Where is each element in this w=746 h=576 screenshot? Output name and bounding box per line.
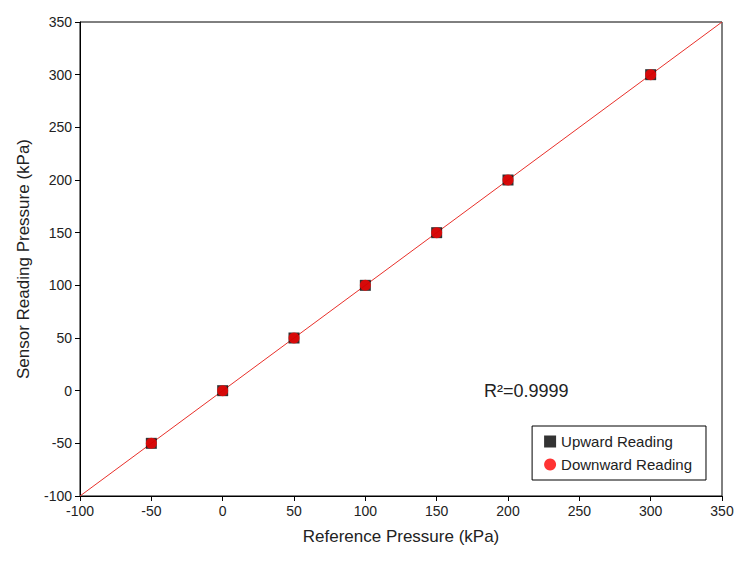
svg-text:300: 300 xyxy=(49,67,73,83)
svg-text:200: 200 xyxy=(49,172,73,188)
svg-text:250: 250 xyxy=(568,503,592,519)
svg-text:150: 150 xyxy=(425,503,449,519)
svg-text:100: 100 xyxy=(49,277,73,293)
svg-text:150: 150 xyxy=(49,225,73,241)
svg-text:200: 200 xyxy=(496,503,520,519)
svg-text:Downward Reading: Downward Reading xyxy=(561,456,692,473)
svg-text:Upward Reading: Upward Reading xyxy=(561,433,673,450)
svg-text:Sensor Reading Pressure (kPa): Sensor Reading Pressure (kPa) xyxy=(14,139,33,379)
svg-text:-50: -50 xyxy=(52,435,72,451)
svg-text:300: 300 xyxy=(639,503,663,519)
svg-text:100: 100 xyxy=(354,503,378,519)
svg-text:50: 50 xyxy=(286,503,302,519)
svg-text:0: 0 xyxy=(219,503,227,519)
svg-text:R²=0.9999: R²=0.9999 xyxy=(484,381,569,401)
svg-text:Reference Pressure (kPa): Reference Pressure (kPa) xyxy=(303,527,500,546)
svg-text:-100: -100 xyxy=(44,488,72,504)
svg-text:-50: -50 xyxy=(141,503,161,519)
svg-text:0: 0 xyxy=(64,383,72,399)
svg-text:350: 350 xyxy=(49,14,73,30)
svg-text:50: 50 xyxy=(56,330,72,346)
svg-text:-100: -100 xyxy=(66,503,94,519)
svg-text:350: 350 xyxy=(710,503,734,519)
svg-text:250: 250 xyxy=(49,119,73,135)
